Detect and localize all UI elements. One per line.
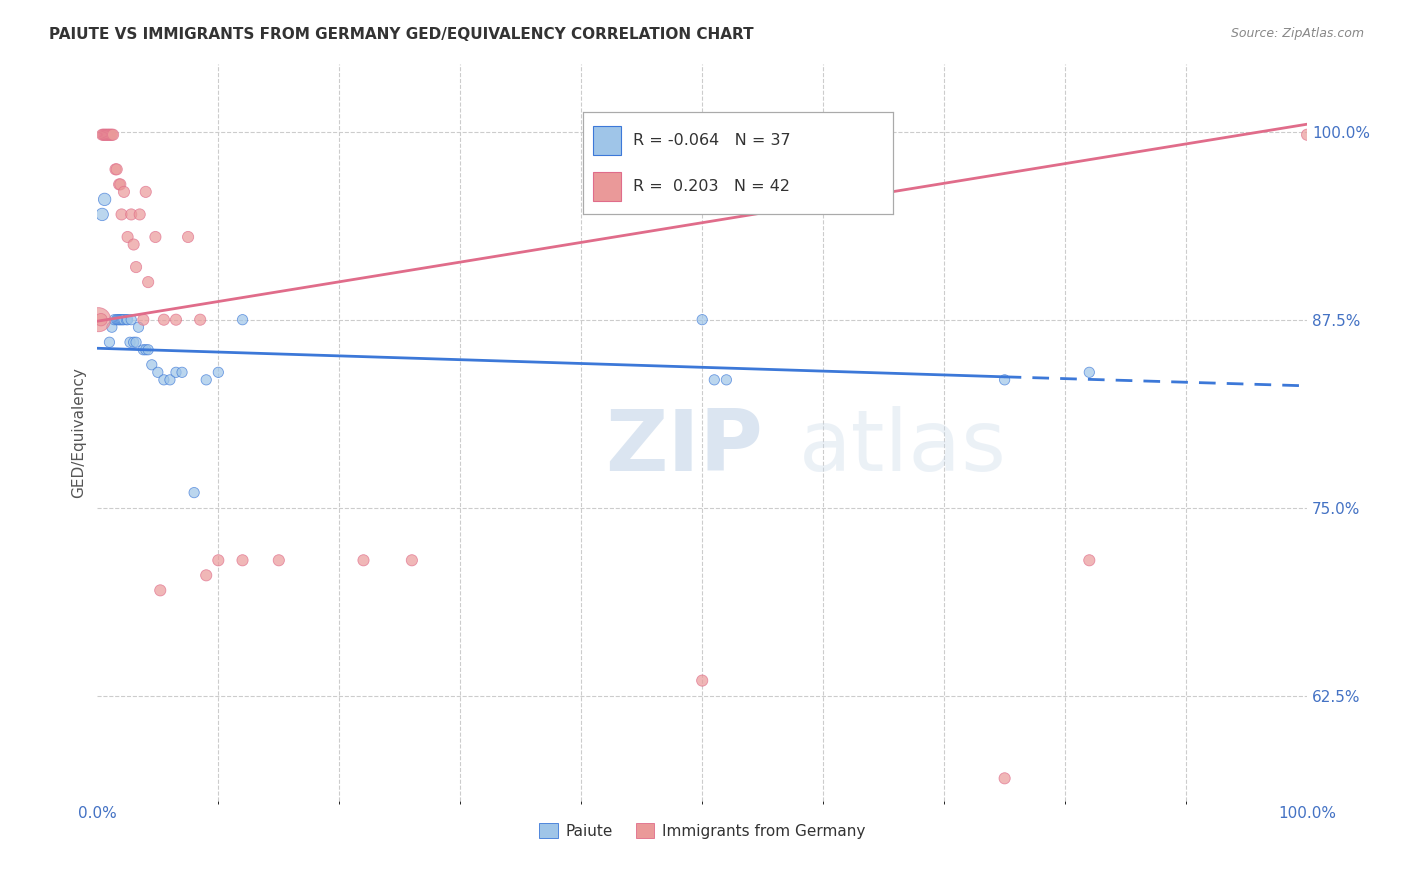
Point xyxy=(100,128,122,142)
Point xyxy=(132,343,155,357)
Point xyxy=(1296,128,1319,142)
Point xyxy=(690,673,713,688)
Point xyxy=(231,553,253,567)
Point xyxy=(93,193,115,207)
Point xyxy=(1078,553,1101,567)
Point xyxy=(195,373,218,387)
Point xyxy=(125,335,148,350)
Point xyxy=(401,553,423,567)
Point xyxy=(145,230,167,244)
Point xyxy=(195,568,218,582)
Point xyxy=(188,312,211,326)
Point xyxy=(98,335,121,350)
Point xyxy=(146,365,169,379)
Point xyxy=(96,128,118,142)
Point xyxy=(170,365,193,379)
Point xyxy=(136,275,159,289)
Point xyxy=(87,312,110,326)
Point xyxy=(110,312,132,326)
Text: R =  0.203   N = 42: R = 0.203 N = 42 xyxy=(633,179,790,194)
Point xyxy=(108,312,131,326)
Point xyxy=(90,312,112,326)
Point xyxy=(149,583,172,598)
Point xyxy=(703,373,725,387)
Legend: Paiute, Immigrants from Germany: Paiute, Immigrants from Germany xyxy=(533,816,872,845)
Point xyxy=(91,207,114,221)
Point xyxy=(110,312,132,326)
Point xyxy=(105,312,128,326)
Point xyxy=(1078,365,1101,379)
Point xyxy=(117,312,139,326)
Point xyxy=(135,185,157,199)
Point xyxy=(122,237,145,252)
Point xyxy=(141,358,163,372)
Point xyxy=(153,312,176,326)
Point xyxy=(994,373,1017,387)
Text: R = -0.064   N = 37: R = -0.064 N = 37 xyxy=(633,133,790,148)
Point xyxy=(93,128,115,142)
Point xyxy=(165,365,187,379)
Point xyxy=(120,312,142,326)
Point xyxy=(97,128,120,142)
Point xyxy=(994,772,1017,786)
Point xyxy=(207,553,229,567)
Point xyxy=(112,185,135,199)
Point xyxy=(118,335,141,350)
Point xyxy=(94,128,117,142)
Point xyxy=(132,312,155,326)
Text: PAIUTE VS IMMIGRANTS FROM GERMANY GED/EQUIVALENCY CORRELATION CHART: PAIUTE VS IMMIGRANTS FROM GERMANY GED/EQ… xyxy=(49,27,754,42)
Point xyxy=(716,373,738,387)
Point xyxy=(93,128,115,142)
Text: atlas: atlas xyxy=(799,406,1007,489)
Point xyxy=(125,260,148,274)
Point xyxy=(353,553,375,567)
Point xyxy=(128,207,150,221)
Point xyxy=(91,128,114,142)
Point xyxy=(177,230,200,244)
Point xyxy=(120,207,142,221)
Point xyxy=(110,178,132,192)
Point xyxy=(136,343,159,357)
Point xyxy=(117,230,139,244)
Point xyxy=(98,128,121,142)
Point xyxy=(127,320,149,334)
Point xyxy=(105,162,128,177)
Point xyxy=(183,485,205,500)
Point xyxy=(101,320,124,334)
Point xyxy=(690,312,713,326)
Point xyxy=(104,162,127,177)
Point xyxy=(112,312,135,326)
Point xyxy=(101,128,124,142)
Point xyxy=(135,343,157,357)
Point xyxy=(115,312,138,326)
FancyBboxPatch shape xyxy=(593,126,620,154)
Point xyxy=(122,335,145,350)
Point xyxy=(111,312,134,326)
Point xyxy=(207,365,229,379)
Point xyxy=(108,178,131,192)
Point xyxy=(267,553,290,567)
Text: Source: ZipAtlas.com: Source: ZipAtlas.com xyxy=(1230,27,1364,40)
Point xyxy=(103,312,125,326)
Point xyxy=(231,312,253,326)
Y-axis label: GED/Equivalency: GED/Equivalency xyxy=(72,367,86,498)
Text: ZIP: ZIP xyxy=(606,406,763,489)
Point xyxy=(101,128,124,142)
Point xyxy=(107,312,129,326)
Point xyxy=(110,207,132,221)
FancyBboxPatch shape xyxy=(593,172,620,201)
Point xyxy=(165,312,187,326)
Point xyxy=(153,373,176,387)
Point xyxy=(159,373,181,387)
